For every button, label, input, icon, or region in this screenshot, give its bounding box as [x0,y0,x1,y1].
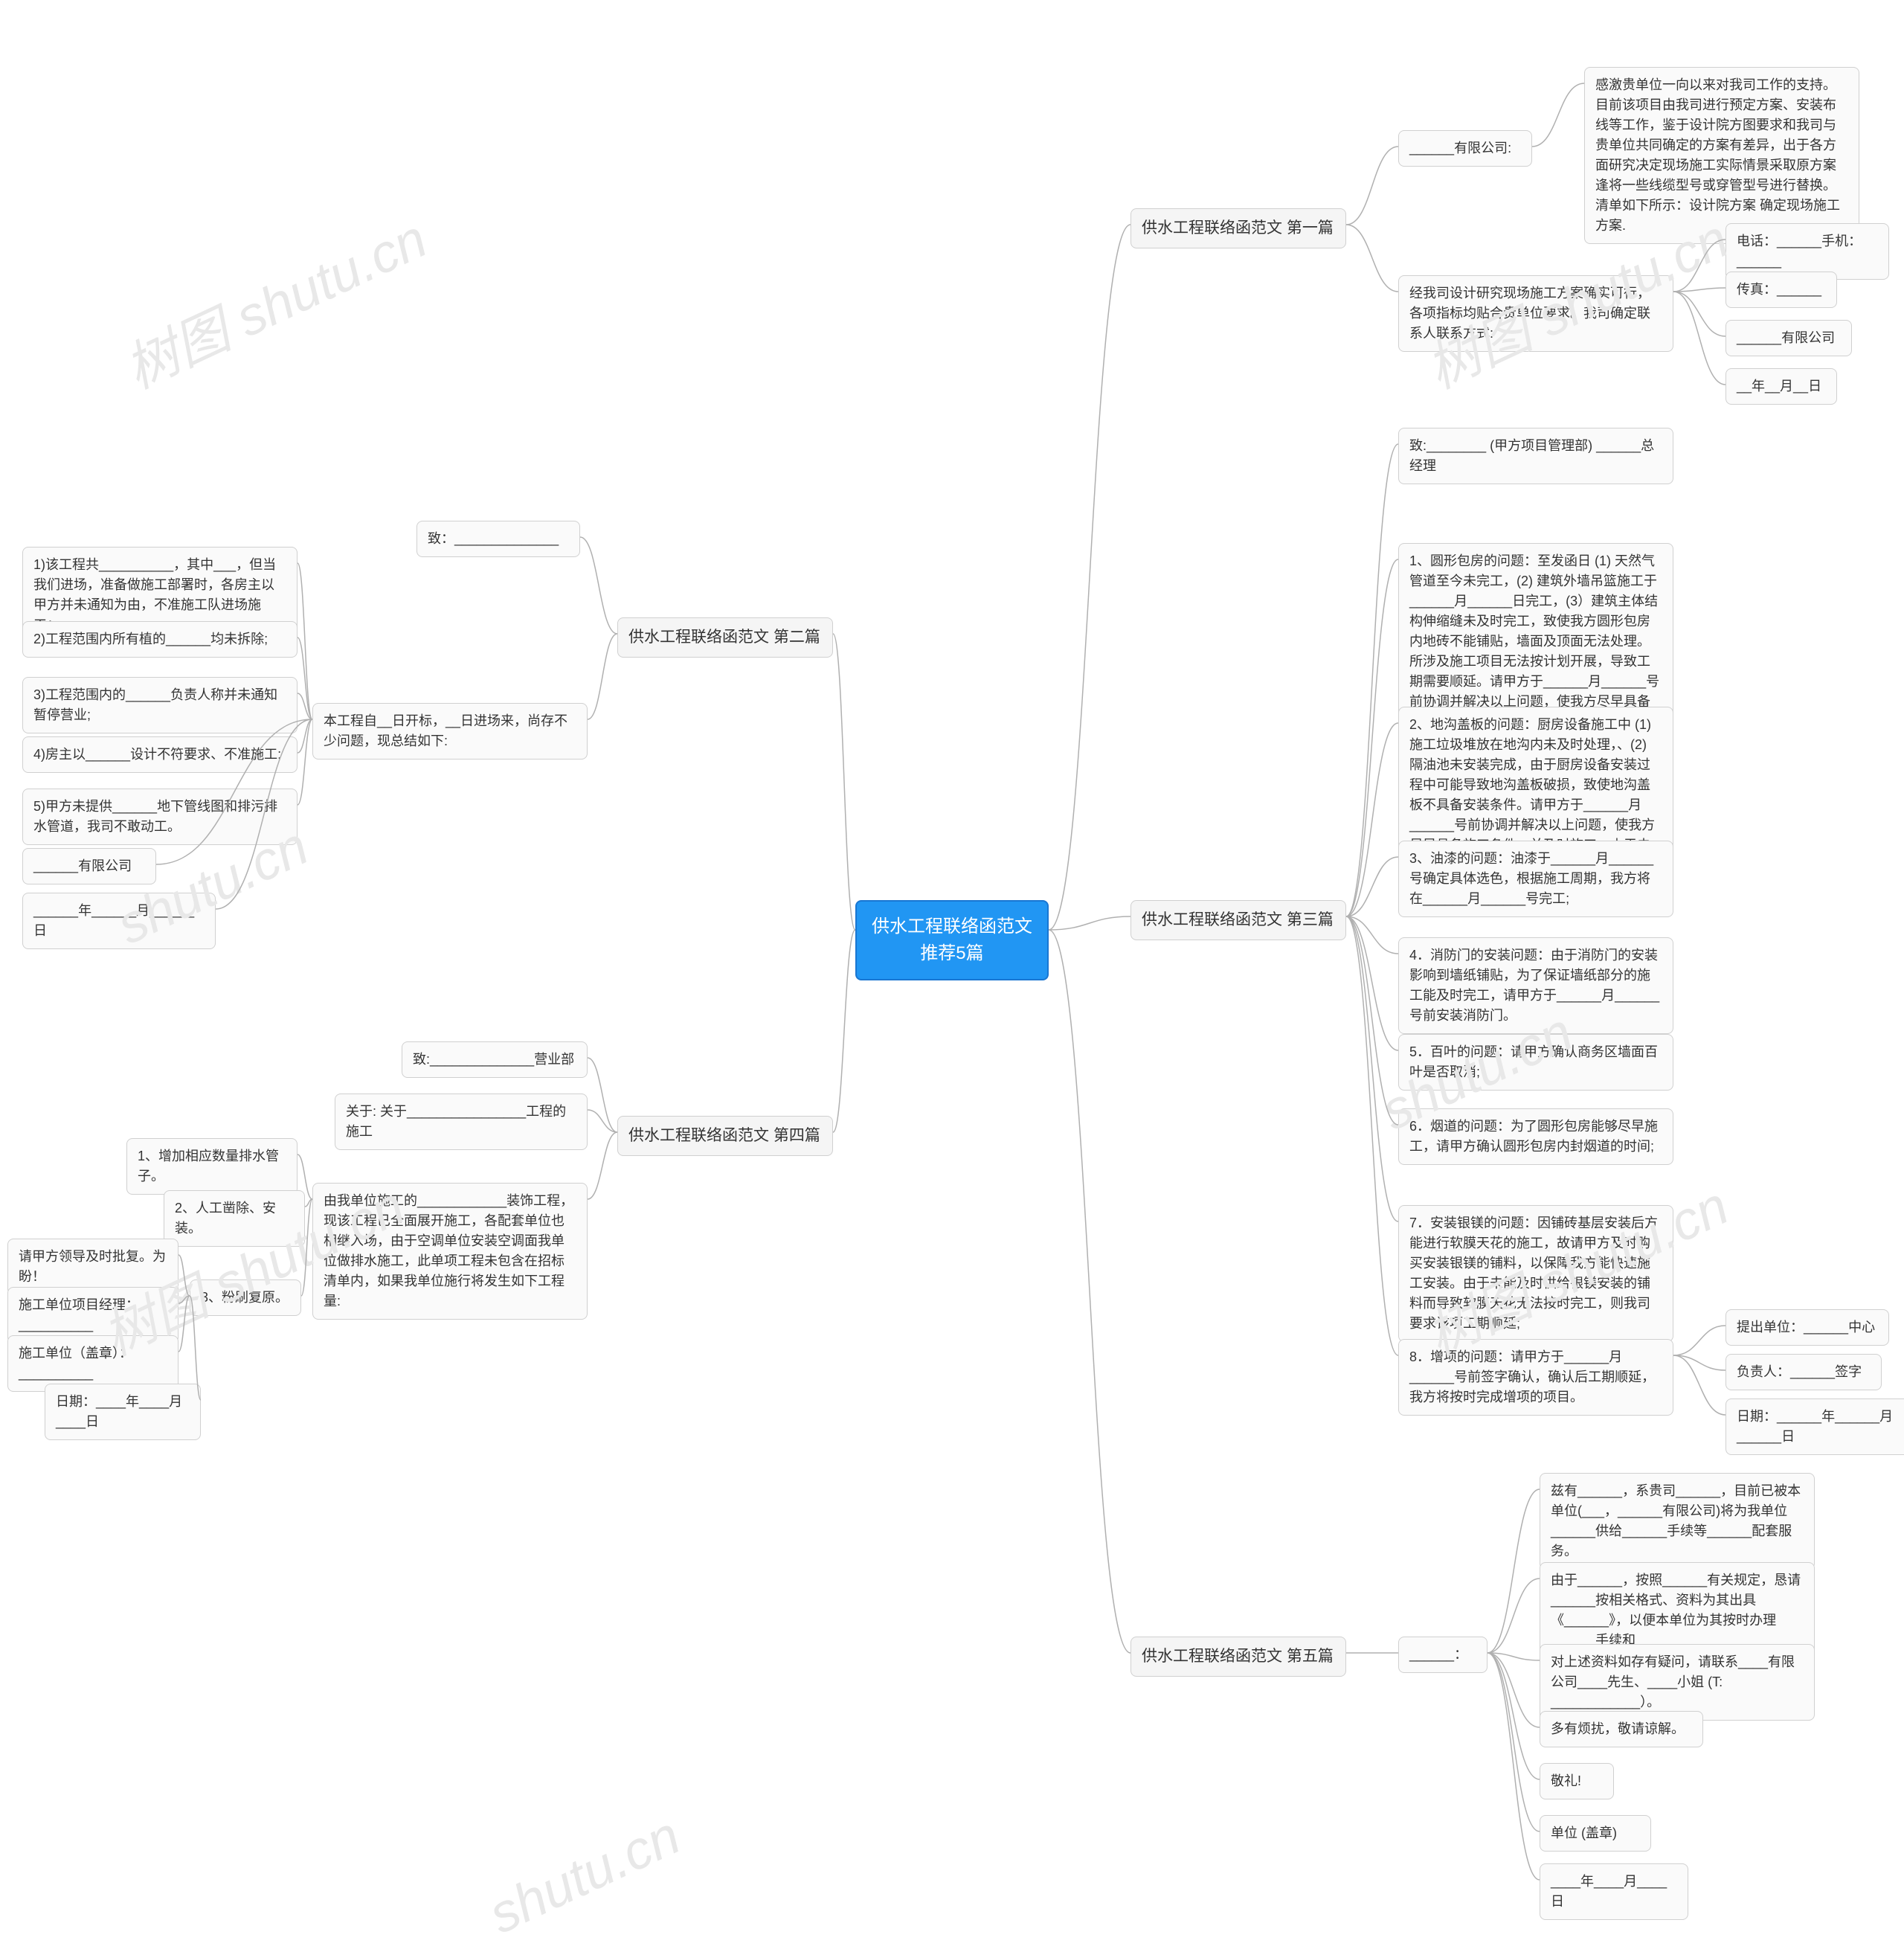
leaf-node: 经我司设计研究现场施工方案确实可行，各项指标均贴合贵单位要求。我司确定联系人联系… [1398,275,1673,352]
leaf-node: __年__月__日 [1726,368,1837,405]
leaf-node: 多有烦扰，敬请谅解。 [1540,1711,1703,1747]
leaf-node: 5．百叶的问题：请甲方确认商务区墙面百叶是否取消; [1398,1034,1673,1091]
leaf-node: 3、粉刷复原。 [190,1279,301,1316]
leaf-node: 传真：______ [1726,272,1837,308]
leaf-node: 5)甲方未提供______地下管线图和排污排水管道，我司不敢动工。 [22,789,298,845]
leaf-node: 8．增项的问题：请甲方于______月______号前签字确认，确认后工期顺延，… [1398,1339,1673,1416]
leaf-node: 致:________ (甲方项目管理部) ______总经理 [1398,428,1673,484]
leaf-node: 日期：____年____月____日 [45,1384,201,1440]
leaf-node: 由我单位施工的____________装饰工程，现该工程已全面展开施工，各配套单… [312,1183,588,1320]
leaf-node: 本工程自__日开标，__日进场来，尚存不少问题，现总结如下: [312,703,588,760]
leaf-node: 关于: 关于________________工程的施工 [335,1094,588,1150]
leaf-node: 2)工程范围内所有植的______均未拆除; [22,621,298,658]
leaf-node: 日期：______年______月______日 [1726,1399,1904,1455]
leaf-node: 致:______________营业部 [402,1041,588,1078]
leaf-node: 4．消防门的安装问题：由于消防门的安装影响到墙纸铺贴，为了保证墙纸部分的施工能及… [1398,937,1673,1034]
leaf-node: 感激贵单位一向以来对我司工作的支持。目前该项目由我司进行预定方案、安装布线等工作… [1584,67,1859,244]
watermark: shutu.cn [480,1805,689,1945]
leaf-node: 3)工程范围内的______负责人称并未通知暂停营业; [22,677,298,733]
leaf-node: ______： [1398,1637,1488,1673]
leaf-node: 1、增加相应数量排水管子。 [126,1138,298,1195]
leaf-node: 6．烟道的问题：为了圆形包房能够尽早施工，请甲方确认圆形包房内封烟道的时间; [1398,1108,1673,1165]
leaf-node: 提出单位：______中心 [1726,1309,1889,1346]
leaf-node: 2、人工凿除、安装。 [164,1190,305,1247]
leaf-node: ______年______月______日 [22,893,216,949]
leaf-node: ______有限公司 [22,848,156,884]
leaf-node: 敬礼! [1540,1763,1614,1799]
leaf-node: ______有限公司: [1398,130,1532,167]
leaf-node: 7．安装银镁的问题：因铺砖基层安装后方能进行软膜天花的施工，故请甲方及时购买安装… [1398,1205,1673,1342]
branch-node-1: 供水工程联络函范文 第一篇 [1130,208,1346,248]
leaf-node: ____年____月____日 [1540,1863,1688,1920]
root-node: 供水工程联络函范文推荐5篇 [855,900,1049,980]
branch-node-3: 供水工程联络函范文 第三篇 [1130,900,1346,940]
leaf-node: 3、油漆的问题：油漆于______月______号确定具体选色，根据施工周期，我… [1398,841,1673,917]
leaf-node: 兹有______，系贵司______，目前已被本单位(___，______有限公… [1540,1473,1815,1570]
leaf-node: 负责人：______签字 [1726,1354,1882,1390]
branch-node-2: 供水工程联络函范文 第二篇 [617,617,833,658]
branch-node-5: 供水工程联络函范文 第五篇 [1130,1637,1346,1677]
leaf-node: 对上述资料如存有疑问，请联系____有限公司____先生、____小姐 (T: … [1540,1644,1815,1721]
leaf-node: 4)房主以______设计不符要求、不准施工; [22,736,298,773]
watermark: 树图 shutu.cn [110,196,437,404]
leaf-node: ______有限公司 [1726,320,1852,356]
leaf-node: 致：______________ [416,521,580,557]
branch-node-4: 供水工程联络函范文 第四篇 [617,1116,833,1156]
leaf-node: 单位 (盖章) [1540,1815,1651,1852]
